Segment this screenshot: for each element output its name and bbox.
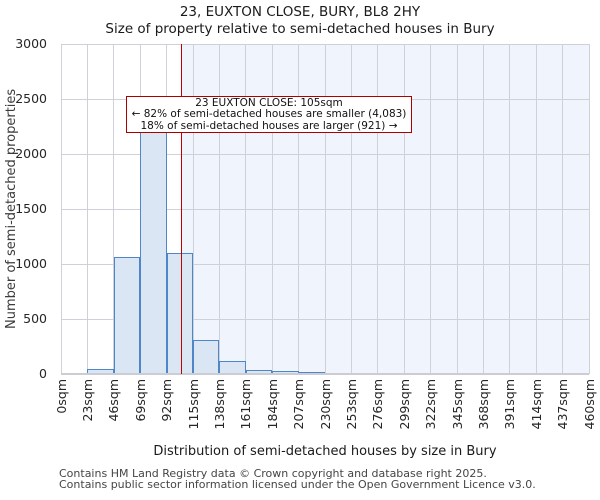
histogram-bar [219,360,246,374]
x-tick-label: 322sqm [423,379,439,430]
histogram-bar [87,368,114,374]
x-gridline [588,44,590,374]
histogram-bar [193,339,220,374]
y-gridline [61,208,589,210]
annotation-smaller-line: ← 82% of semi-detached houses are smalle… [131,108,407,121]
marker-annotation-box: 23 EUXTON CLOSE: 105sqm ← 82% of semi-de… [126,96,412,133]
y-tick-label: 3000 [15,36,47,51]
x-tick-label: 161sqm [238,379,254,430]
x-tick-label: 184sqm [264,379,280,430]
y-gridline [61,43,589,45]
x-axis-label: Distribution of semi-detached houses by … [153,444,497,459]
x-tick-label: 230sqm [317,379,333,430]
y-tick-label: 2500 [15,91,47,106]
x-tick-label: 460sqm [581,379,597,430]
x-tick-label: 368sqm [475,379,491,430]
y-gridline [61,318,589,320]
y-tick-label: 1500 [15,201,47,216]
y-gridline [61,153,589,155]
histogram-bar [113,257,141,374]
plot-area: 23 EUXTON CLOSE: 105sqm ← 82% of semi-de… [60,43,590,375]
x-tick-label: 253sqm [343,379,359,430]
x-tick-label: 299sqm [396,379,412,430]
x-tick-label: 92sqm [159,379,175,422]
y-tick-label: 2000 [15,146,47,161]
chart-title: 23, EUXTON CLOSE, BURY, BL8 2HY [179,4,421,20]
x-tick-label: 69sqm [132,379,148,422]
x-tick-label: 23sqm [79,379,95,422]
subject-property-marker-line [180,44,183,374]
y-tick-label: 500 [23,311,47,326]
x-tick-label: 391sqm [502,379,518,430]
footer-attribution-line2: Contains public sector information licen… [59,478,536,491]
x-tick-label: 46sqm [106,379,122,422]
x-tick-label: 345sqm [449,379,465,430]
histogram-bar [272,371,299,374]
y-tick-label: 1000 [15,256,47,271]
y-gridline [61,263,589,265]
x-tick-label: 0sqm [53,379,69,414]
x-tick-label: 207sqm [291,379,307,430]
annotation-larger-line: 18% of semi-detached houses are larger (… [140,119,398,132]
x-tick-label: 437sqm [555,379,571,430]
footer-attribution-line1: Contains HM Land Registry data © Crown c… [59,467,487,480]
annotation-address-line: 23 EUXTON CLOSE: 105sqm [195,97,343,109]
x-tick-label: 276sqm [370,379,386,430]
histogram-bar [140,126,167,374]
x-axis-line [61,373,589,375]
histogram-bar [245,369,273,374]
x-tick-label: 115sqm [185,379,201,430]
x-tick-label: 414sqm [528,379,544,430]
histogram-bar [166,253,193,374]
chart-subtitle: Size of property relative to semi-detach… [105,21,495,37]
y-tick-label: 0 [39,366,47,381]
x-tick-label: 138sqm [211,379,227,430]
